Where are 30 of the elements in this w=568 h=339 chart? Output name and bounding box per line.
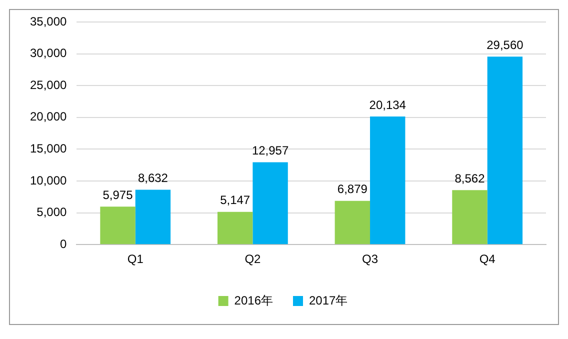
data-label: 8,562 (454, 171, 486, 186)
y-tick-label: 25,000 (30, 78, 68, 92)
data-label: 29,560 (486, 38, 524, 52)
legend-label: 2016年 (234, 293, 274, 308)
bar (334, 200, 370, 244)
y-tick-label: 20,000 (30, 110, 68, 124)
data-label: 5,975 (102, 188, 134, 202)
data-label: 6,879 (337, 182, 368, 196)
bar (370, 116, 406, 244)
y-tick-label: 5,000 (36, 205, 68, 220)
x-tick-label: Q4 (479, 252, 496, 266)
legend-label: 2017年 (309, 293, 348, 308)
y-tick-label: 35,000 (30, 14, 68, 28)
data-label: 12,957 (252, 144, 289, 158)
data-label: 5,147 (220, 193, 250, 208)
bar (217, 212, 253, 244)
bar (452, 190, 488, 244)
bar (135, 190, 171, 244)
data-label: 8,632 (138, 171, 168, 186)
bar (100, 206, 136, 244)
bar (252, 162, 288, 244)
y-tick-label: 0 (60, 236, 68, 251)
y-tick-label: 30,000 (30, 46, 68, 60)
x-tick-label: Q2 (244, 252, 262, 266)
data-label: 20,134 (369, 98, 406, 112)
x-tick-label: Q3 (362, 252, 378, 266)
y-tick-label: 15,000 (30, 142, 68, 156)
x-tick-label: Q1 (127, 252, 144, 266)
y-tick-label: 10,000 (30, 173, 68, 188)
bar (487, 56, 523, 244)
